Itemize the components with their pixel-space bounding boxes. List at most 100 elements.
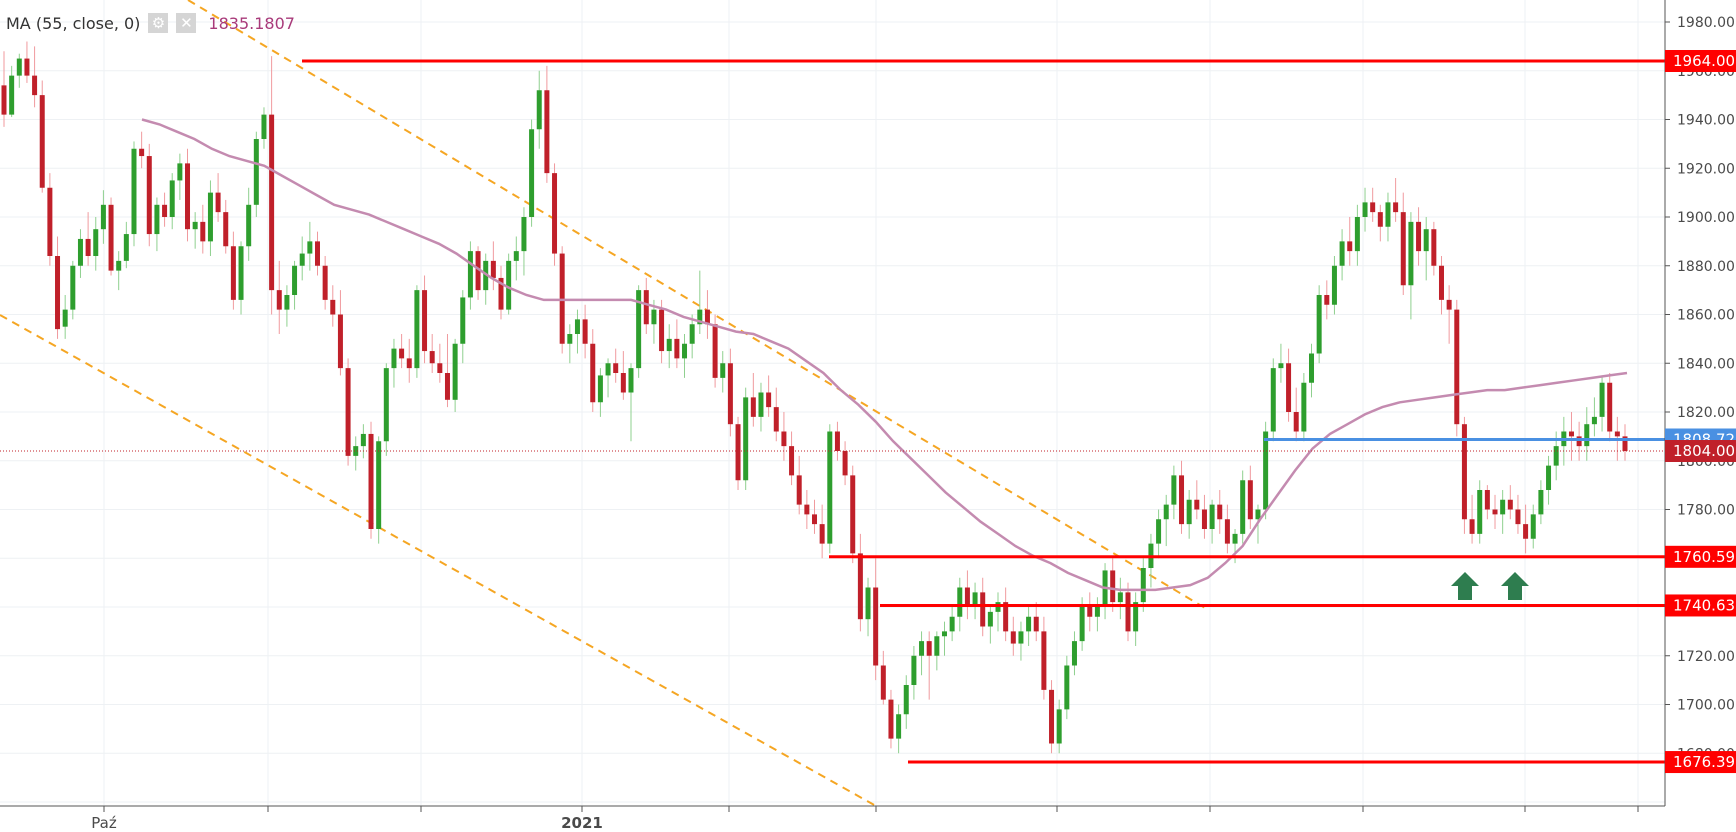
candle-down — [1003, 602, 1009, 632]
candle-up — [1240, 480, 1246, 534]
candle-down — [1347, 241, 1353, 252]
candle-down — [399, 348, 405, 359]
candle-up — [70, 265, 76, 310]
candle-up — [987, 611, 993, 627]
candle-up — [1163, 504, 1169, 520]
candle-down — [1, 85, 7, 115]
price-tick-label: 1860.00 — [1677, 308, 1735, 324]
candle-up — [758, 392, 764, 417]
candle-up — [1599, 382, 1605, 417]
candle-down — [429, 351, 435, 364]
candle-up — [1186, 499, 1192, 525]
candle-down — [1194, 499, 1200, 510]
price-tick-label: 1780.00 — [1677, 503, 1735, 519]
candle-up — [666, 338, 672, 352]
close-icon[interactable]: ✕ — [176, 13, 197, 33]
candle-down — [1087, 607, 1093, 617]
candle-down — [1201, 509, 1207, 529]
candle-up — [521, 217, 527, 252]
candle-down — [85, 238, 91, 256]
candle-up — [1018, 631, 1024, 644]
candle-up — [238, 246, 244, 300]
price-label-text: 1760.59 — [1673, 548, 1735, 566]
candle-down — [1507, 499, 1513, 510]
candle-down — [1515, 509, 1521, 525]
candle-up — [284, 295, 290, 310]
candle-up — [941, 631, 947, 637]
candle-up — [1270, 368, 1276, 432]
candle-up — [1408, 221, 1414, 286]
candle-up — [292, 265, 298, 295]
candle-down — [162, 204, 168, 217]
candle-down — [1400, 212, 1406, 286]
candle-down — [47, 187, 53, 256]
candle-up — [957, 587, 963, 617]
candle-down — [842, 451, 848, 476]
candle-down — [444, 373, 450, 400]
candle-up — [1278, 363, 1284, 369]
candle-down — [1438, 265, 1444, 300]
candle-down — [1125, 592, 1131, 632]
candle-up — [467, 251, 473, 298]
candle-down — [552, 173, 558, 254]
ma-55-line — [141, 118, 1628, 592]
candle-down — [139, 148, 145, 157]
candle-up — [743, 397, 749, 481]
up-arrow-icon — [1451, 572, 1479, 600]
arrows — [1451, 572, 1529, 600]
candle-up — [9, 75, 15, 115]
candle-down — [1224, 519, 1230, 544]
price-tick-label: 1900.00 — [1677, 210, 1735, 226]
candle-up — [1331, 265, 1337, 305]
candle-down — [796, 475, 802, 505]
indicator-label: MA (55, close, 0) — [6, 13, 141, 33]
channel-lines[interactable] — [0, 0, 1206, 807]
candle-up — [177, 163, 183, 181]
candle-up — [414, 290, 420, 369]
candle-down — [582, 319, 588, 344]
gear-icon[interactable]: ⚙ — [148, 13, 169, 33]
candle-down — [32, 75, 38, 96]
indicator-legend: MA (55, close, 0) ⚙ ✕ 1835.1807 — [6, 12, 295, 34]
candle-up — [513, 251, 519, 261]
candle-up — [1500, 499, 1506, 515]
price-axis[interactable]: 1980.001960.001940.001920.001900.001880.… — [1664, 0, 1736, 832]
candle-down — [712, 324, 718, 378]
candle-up — [896, 714, 902, 739]
candle-down — [406, 358, 412, 369]
price-label-bg — [1665, 545, 1736, 568]
candle-up — [720, 363, 726, 378]
candle-up — [1354, 217, 1360, 252]
time-tick-label: Paź — [91, 814, 117, 832]
candle-down — [804, 504, 810, 515]
candle-down — [276, 290, 282, 310]
candle-up — [567, 334, 573, 344]
candle-down — [490, 260, 496, 278]
candle-up — [246, 204, 252, 247]
candle-down — [337, 314, 343, 369]
candle-up — [1530, 514, 1536, 539]
candle-down — [834, 431, 840, 451]
candle-up — [597, 375, 603, 403]
candle-down — [1461, 424, 1467, 520]
candle-down — [422, 290, 428, 352]
candle-up — [911, 655, 917, 685]
candle-up — [261, 114, 267, 139]
candle-down — [498, 277, 504, 310]
candle-up — [689, 324, 695, 344]
time-axis[interactable]: Paź 2021 — [0, 805, 1665, 832]
candle-up — [1026, 616, 1032, 632]
candle-down — [704, 309, 710, 325]
candle-up — [169, 180, 175, 217]
price-label-bg — [1665, 594, 1736, 617]
candle-down — [1110, 570, 1116, 603]
candle-up — [1316, 295, 1322, 354]
candle-down — [269, 114, 275, 291]
candle-up — [360, 433, 366, 447]
indicator-value: 1835.1807 — [208, 13, 295, 33]
candle-down — [1484, 490, 1490, 510]
horizontal-levels[interactable] — [0, 59, 1665, 764]
candle-down — [39, 95, 45, 188]
